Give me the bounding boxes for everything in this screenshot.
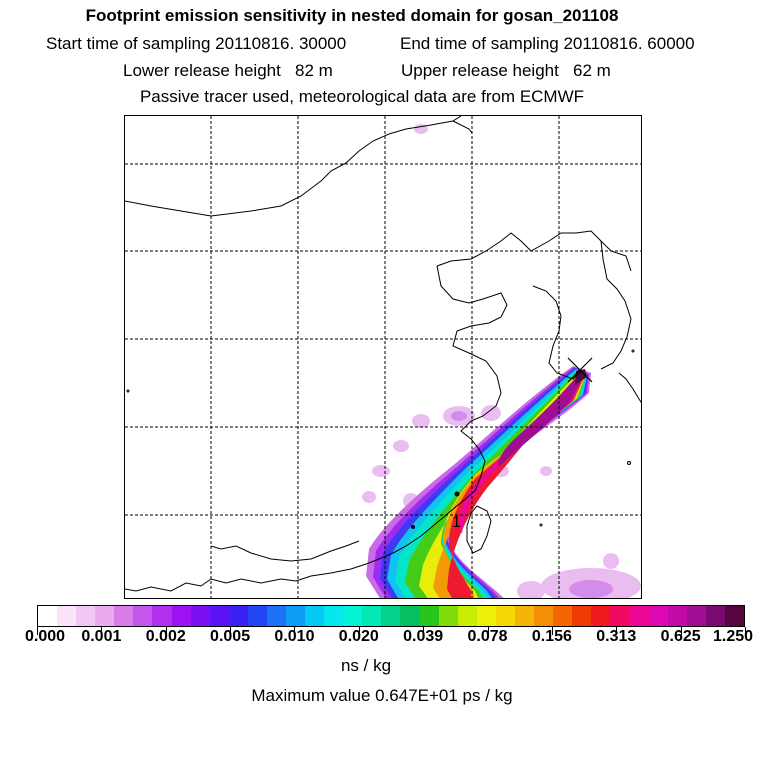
colorbar-swatch [286, 606, 306, 626]
colorbar-swatch [133, 606, 153, 626]
colorbar-swatch [686, 606, 706, 626]
colorbar-tick-mark [230, 627, 232, 635]
colorbar-tick-mark [423, 627, 425, 635]
colorbar-swatch [95, 606, 115, 626]
colorbar-swatch [76, 606, 96, 626]
colorbar-swatch [324, 606, 344, 626]
colorbar-tick-mark [487, 627, 489, 635]
coastlines [125, 116, 641, 592]
x-icon [567, 357, 593, 383]
colorbar-tick-mark [37, 627, 38, 635]
upper-release-height-label: Upper release height 62 m [401, 61, 611, 80]
colorbar-swatch [247, 606, 267, 626]
colorbar-swatch [572, 606, 592, 626]
colorbar-swatch [419, 606, 439, 626]
colorbar-tick-mark [101, 627, 103, 635]
colorbar-swatch [343, 606, 363, 626]
colorbar-swatch [400, 606, 420, 626]
colorbar-tick-label: 0.010 [274, 628, 315, 645]
colorbar-swatch [381, 606, 401, 626]
colorbar-swatch [305, 606, 325, 626]
colorbar-units: ns / kg [340, 656, 392, 675]
colorbar-swatch [38, 606, 58, 626]
colorbar-tick-mark [294, 627, 296, 635]
colorbar-swatch [476, 606, 496, 626]
colorbar-tick-label: 0.625 [660, 628, 701, 645]
tracer-note: Passive tracer used, meteorological data… [139, 87, 585, 106]
colorbar-swatch [724, 606, 744, 626]
colorbar-tick-mark [551, 627, 553, 635]
colorbar-swatch [591, 606, 611, 626]
colorbar-swatch [648, 606, 668, 626]
colorbar-tick-label: 0.001 [81, 628, 122, 645]
colorbar-swatch [457, 606, 477, 626]
map-canvas: 1 [125, 116, 641, 598]
colorbar-swatch [152, 606, 172, 626]
colorbar-swatch [534, 606, 554, 626]
maximum-value-label: Maximum value 0.647E+01 ps / kg [251, 686, 513, 705]
colorbar-swatch [209, 606, 229, 626]
colorbar-tick-mark [745, 627, 746, 635]
colorbar-tick-label: 0.156 [531, 628, 572, 645]
colorbar-tick-label: 0.005 [210, 628, 251, 645]
colorbar-swatch [438, 606, 458, 626]
colorbar-tick-label: 0.039 [403, 628, 444, 645]
colorbar-swatch [629, 606, 649, 626]
colorbar-swatch [514, 606, 535, 626]
footprint-map: 1 [124, 115, 642, 599]
colorbar-tick-label: 1.250 [712, 628, 754, 645]
colorbar-tick-label: 0.002 [145, 628, 186, 645]
colorbar-tick-mark [680, 627, 682, 635]
colorbar-swatch [553, 606, 573, 626]
colorbar-tick-label: 0.078 [467, 628, 508, 645]
colorbar-swatch [362, 606, 382, 626]
colorbar-swatch [610, 606, 630, 626]
colorbar [37, 605, 745, 627]
emission-plume [366, 366, 591, 598]
colorbar-tick-mark [358, 627, 360, 635]
colorbar-swatch [228, 606, 248, 626]
colorbar-swatch [171, 606, 191, 626]
colorbar-tick-mark [616, 627, 618, 635]
colorbar-swatch [114, 606, 134, 626]
colorbar-swatch [705, 606, 725, 626]
colorbar-swatch [190, 606, 210, 626]
lat-lon-grid [125, 116, 641, 598]
colorbar-swatch [57, 606, 77, 626]
colorbar-swatch [495, 606, 515, 626]
colorbar-tick-label: 0.000 [24, 628, 66, 645]
colorbar-swatch [266, 606, 287, 626]
receptor-label: 1 [452, 514, 461, 531]
plot-title: Footprint emission sensitivity in nested… [85, 6, 619, 25]
end-time-label: End time of sampling 20110816. 60000 [400, 34, 695, 53]
colorbar-tick-label: 0.020 [338, 628, 379, 645]
lower-release-height-label: Lower release height 82 m [123, 61, 333, 80]
start-time-label: Start time of sampling 20110816. 30000 [46, 34, 347, 53]
colorbar-tick-mark [165, 627, 167, 635]
colorbar-swatch [667, 606, 687, 626]
colorbar-tick-label: 0.313 [596, 628, 637, 645]
